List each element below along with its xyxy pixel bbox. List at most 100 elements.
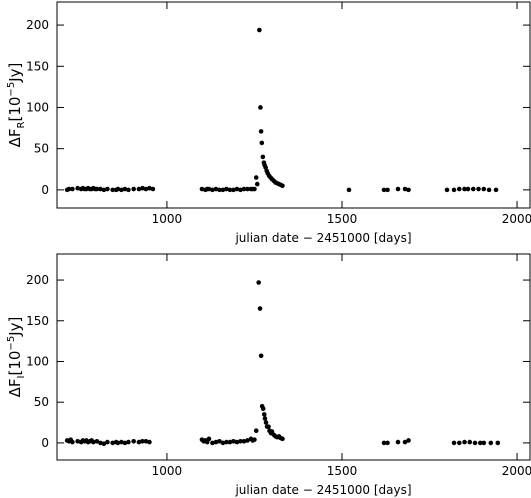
data-point bbox=[210, 440, 215, 446]
plot-frame bbox=[56, 1, 531, 209]
data-point bbox=[465, 186, 471, 192]
x-tick-label: 2000 bbox=[502, 212, 531, 226]
data-point bbox=[217, 438, 222, 444]
data-point bbox=[238, 438, 243, 444]
data-point bbox=[217, 187, 222, 193]
x-tick-label: 1000 bbox=[152, 212, 183, 226]
data-point bbox=[94, 186, 100, 192]
data-point bbox=[126, 439, 131, 445]
x-tick-label: 1000 bbox=[152, 464, 183, 478]
data-point bbox=[115, 186, 121, 192]
data-point bbox=[451, 440, 457, 446]
y-axis-label-part: ΔF bbox=[6, 378, 24, 397]
data-point bbox=[261, 412, 267, 417]
y-axis-label-part: Jy] bbox=[6, 63, 24, 83]
y-tick-label: 100 bbox=[26, 100, 49, 114]
data-point bbox=[477, 440, 483, 446]
y-tick-label: 150 bbox=[26, 314, 49, 328]
data-point bbox=[231, 438, 236, 444]
data-point bbox=[381, 187, 387, 193]
y-axis-label-part: −5 bbox=[6, 336, 17, 351]
data-point bbox=[241, 438, 247, 444]
data-point bbox=[280, 183, 285, 189]
data-point bbox=[66, 186, 72, 192]
x-tick-label: 1500 bbox=[327, 212, 358, 226]
data-point bbox=[346, 187, 352, 193]
data-point bbox=[259, 140, 265, 146]
data-point bbox=[122, 440, 128, 446]
x-axis-label: julian date − 2451000 [days] bbox=[234, 483, 411, 497]
data-point bbox=[256, 280, 261, 285]
data-point bbox=[119, 187, 124, 193]
data-point bbox=[456, 440, 462, 446]
x-tick-label: 2000 bbox=[502, 464, 531, 478]
data-point bbox=[406, 187, 411, 193]
data-point bbox=[245, 438, 250, 443]
data-point bbox=[75, 438, 80, 444]
data-point bbox=[227, 439, 233, 445]
data-point bbox=[224, 186, 229, 192]
data-point bbox=[75, 185, 80, 191]
data-point bbox=[147, 185, 152, 191]
data-point bbox=[395, 186, 401, 192]
y-axis-label-part: I bbox=[16, 376, 27, 379]
data-point bbox=[260, 154, 266, 160]
plot-frame bbox=[56, 253, 531, 461]
data-point bbox=[227, 187, 233, 193]
data-point bbox=[115, 440, 121, 446]
data-point bbox=[136, 439, 142, 445]
y-tick-label: 0 bbox=[41, 436, 49, 450]
data-point bbox=[98, 440, 103, 446]
x-tick-label: 1500 bbox=[327, 464, 358, 478]
y-axis-label-part: Jy] bbox=[6, 317, 24, 337]
panel: 1000 1500 2000 0 50 100 150 200 julian date − 24… bbox=[6, 1, 531, 245]
data-point bbox=[467, 439, 473, 445]
data-point bbox=[220, 187, 226, 193]
data-point bbox=[234, 439, 240, 445]
data-point bbox=[105, 439, 110, 445]
y-axis-label-part: [10 bbox=[6, 97, 24, 122]
data-point bbox=[91, 439, 96, 445]
y-tick-label: 50 bbox=[34, 142, 49, 156]
y-tick-label: 0 bbox=[41, 183, 49, 197]
data-point bbox=[470, 186, 476, 192]
data-point bbox=[245, 186, 250, 192]
data-point bbox=[402, 186, 408, 192]
data-point bbox=[140, 438, 145, 444]
y-axis-label: ΔFR[10−5Jy] bbox=[6, 63, 27, 148]
data-point bbox=[110, 187, 115, 193]
data-point bbox=[231, 187, 236, 193]
y-axis-label-part: [10 bbox=[6, 351, 24, 376]
data-point bbox=[213, 186, 219, 192]
y-tick-label: 150 bbox=[26, 59, 49, 73]
data-point bbox=[253, 175, 259, 180]
data-point bbox=[206, 436, 212, 442]
data-point bbox=[206, 186, 212, 192]
data-point bbox=[263, 420, 269, 425]
panel: 1000 1500 2000 0 50 100 150 200 julian date − 24… bbox=[6, 253, 531, 497]
data-point bbox=[252, 186, 257, 192]
data-point bbox=[199, 186, 205, 192]
y-axis-label: ΔFI[10−5Jy] bbox=[6, 317, 27, 398]
data-point bbox=[210, 187, 215, 193]
data-point bbox=[101, 441, 107, 447]
data-point bbox=[143, 186, 149, 192]
data-point bbox=[481, 186, 487, 192]
data-point bbox=[495, 440, 501, 446]
data-point bbox=[140, 185, 145, 191]
data-point bbox=[213, 439, 219, 445]
data-point bbox=[406, 438, 411, 443]
data-point bbox=[105, 186, 110, 192]
data-point bbox=[258, 129, 264, 134]
data-point bbox=[472, 440, 478, 446]
y-tick-label: 200 bbox=[26, 18, 49, 32]
data-point bbox=[385, 187, 390, 193]
data-point bbox=[122, 186, 128, 192]
data-point bbox=[476, 186, 481, 192]
y-axis-label-part: ΔF bbox=[6, 128, 24, 147]
y-axis-label-part: R bbox=[16, 121, 27, 128]
y-tick-label: 200 bbox=[26, 273, 49, 287]
data-point bbox=[70, 439, 75, 445]
data-point bbox=[234, 186, 240, 192]
